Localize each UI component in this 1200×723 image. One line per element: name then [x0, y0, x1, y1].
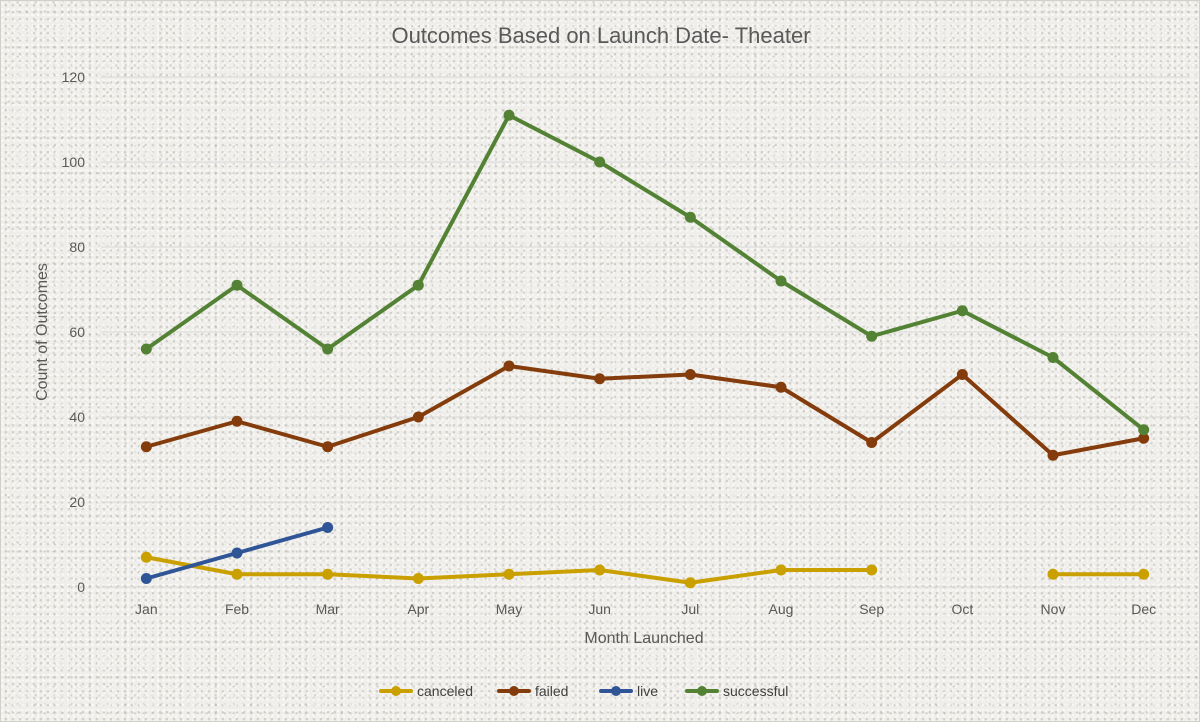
- y-tick-label: 40: [69, 409, 85, 425]
- series-canceled: [140, 551, 1150, 589]
- data-point: [1138, 424, 1150, 436]
- data-point: [866, 564, 878, 576]
- y-tick-label: 20: [69, 494, 85, 510]
- data-point: [503, 568, 515, 580]
- legend-item-canceled: canceled: [379, 683, 473, 699]
- y-tick-label: 0: [77, 579, 85, 595]
- data-point: [322, 568, 334, 580]
- y-axis-title: Count of Outcomes: [34, 263, 51, 401]
- legend-item-successful: successful: [685, 683, 788, 699]
- data-point: [140, 573, 152, 584]
- x-tick-label: May: [496, 601, 522, 617]
- x-tick-label: Jun: [588, 601, 611, 617]
- data-point: [684, 577, 696, 589]
- data-point: [412, 411, 424, 423]
- legend-label: failed: [535, 683, 568, 699]
- data-point: [594, 373, 606, 385]
- legend: canceled failed live successful: [379, 683, 788, 699]
- data-point: [140, 551, 152, 563]
- data-point: [1047, 449, 1059, 461]
- y-tick-label: 100: [62, 154, 86, 170]
- data-point: [231, 568, 243, 580]
- x-tick-label: Jul: [681, 601, 699, 617]
- legend-label: canceled: [417, 683, 473, 699]
- legend-swatch-marker: [697, 686, 707, 696]
- data-point: [231, 279, 243, 291]
- data-point: [1138, 568, 1150, 580]
- y-tick-label: 80: [69, 239, 85, 255]
- series-failed: [140, 360, 1150, 461]
- series-live: [140, 522, 334, 584]
- data-point: [231, 547, 243, 559]
- series: [140, 109, 1150, 589]
- series-line: [144, 364, 1146, 458]
- data-point: [412, 573, 424, 584]
- legend-label: live: [637, 683, 658, 699]
- legend-label: successful: [723, 683, 788, 699]
- x-tick-label: Dec: [1131, 601, 1156, 617]
- y-axis-ticks: 0 20 40 60 80 100 120: [62, 69, 86, 595]
- series-successful: [140, 109, 1150, 436]
- data-point: [594, 564, 606, 576]
- data-point: [775, 564, 787, 576]
- data-point: [1138, 432, 1150, 444]
- data-point: [322, 343, 334, 355]
- data-point: [775, 381, 787, 393]
- legend-swatch-marker: [611, 686, 621, 696]
- data-point: [1047, 568, 1059, 580]
- data-point: [322, 522, 334, 533]
- data-point: [594, 156, 606, 168]
- data-point: [684, 211, 696, 223]
- y-tick-label: 120: [62, 69, 86, 85]
- data-point: [684, 369, 696, 380]
- legend-swatch-marker: [391, 686, 401, 696]
- data-point: [503, 360, 515, 372]
- x-tick-label: Oct: [951, 601, 973, 617]
- data-point: [956, 369, 968, 380]
- x-tick-label: Jan: [135, 601, 158, 617]
- data-point: [866, 437, 878, 448]
- chart-title: Outcomes Based on Launch Date- Theater: [391, 23, 810, 48]
- x-axis-ticks: Jan Feb Mar Apr May Jun Jul Aug Sep Oct Nov Dec: [135, 601, 1156, 617]
- data-point: [503, 109, 515, 121]
- data-point: [140, 343, 152, 355]
- gridlines: [101, 76, 1189, 588]
- x-tick-label: Sep: [859, 601, 884, 617]
- data-point: [322, 441, 334, 453]
- x-tick-label: Aug: [769, 601, 794, 617]
- x-tick-label: Apr: [407, 601, 429, 617]
- data-point: [866, 330, 878, 342]
- x-tick-label: Nov: [1041, 601, 1066, 617]
- legend-swatch-marker: [509, 686, 519, 696]
- legend-item-live: live: [599, 683, 658, 699]
- series-line: [144, 113, 1146, 432]
- data-point: [412, 279, 424, 291]
- y-tick-label: 60: [69, 324, 85, 340]
- data-point: [775, 275, 787, 287]
- x-axis-title: Month Launched: [584, 630, 703, 647]
- x-tick-label: Mar: [316, 601, 340, 617]
- data-point: [140, 441, 152, 453]
- data-point: [1047, 352, 1059, 363]
- data-point: [231, 415, 243, 427]
- legend-item-failed: failed: [497, 683, 568, 699]
- x-tick-label: Feb: [225, 601, 249, 617]
- data-point: [956, 305, 968, 317]
